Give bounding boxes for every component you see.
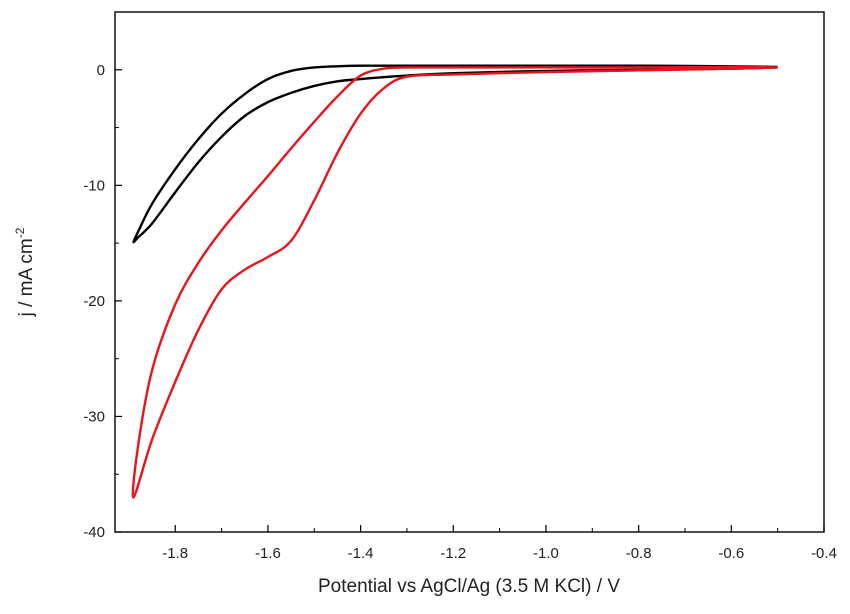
y-axis-title: j / mA cm-2 [13, 227, 37, 317]
x-tick-label: -0.4 [811, 545, 837, 562]
y-tick-label: -40 [83, 524, 105, 541]
x-tick-label: -0.6 [718, 545, 744, 562]
y-axis: 0 -10 -20 -30 -40 [83, 11, 122, 541]
x-tick-label: -1.8 [162, 545, 188, 562]
series-line-2 [131, 65, 778, 499]
x-axis: -1.8 -1.6 -1.4 -1.2 -1.0 -0.8 -0.6 -0.4 [162, 525, 837, 562]
series-line-1 [132, 64, 778, 244]
y-tick-label: -10 [83, 177, 105, 194]
x-tick-label: -0.8 [626, 545, 652, 562]
y-axis-title-base: j / mA cm [16, 238, 37, 317]
y-tick-label: -30 [83, 408, 105, 425]
x-tick-label: -1.2 [440, 545, 466, 562]
x-tick-label: -1.6 [255, 545, 281, 562]
x-axis-title: Potential vs AgCl/Ag (3.5 M KCl) / V [318, 576, 620, 597]
plot-frame [114, 11, 825, 533]
x-tick-label: -1.4 [348, 545, 374, 562]
y-axis-title-sup: -2 [13, 227, 27, 238]
series-group [131, 64, 778, 499]
x-tick-label: -1.0 [533, 545, 559, 562]
y-tick-label: -20 [83, 293, 105, 310]
y-tick-label: 0 [97, 62, 105, 79]
